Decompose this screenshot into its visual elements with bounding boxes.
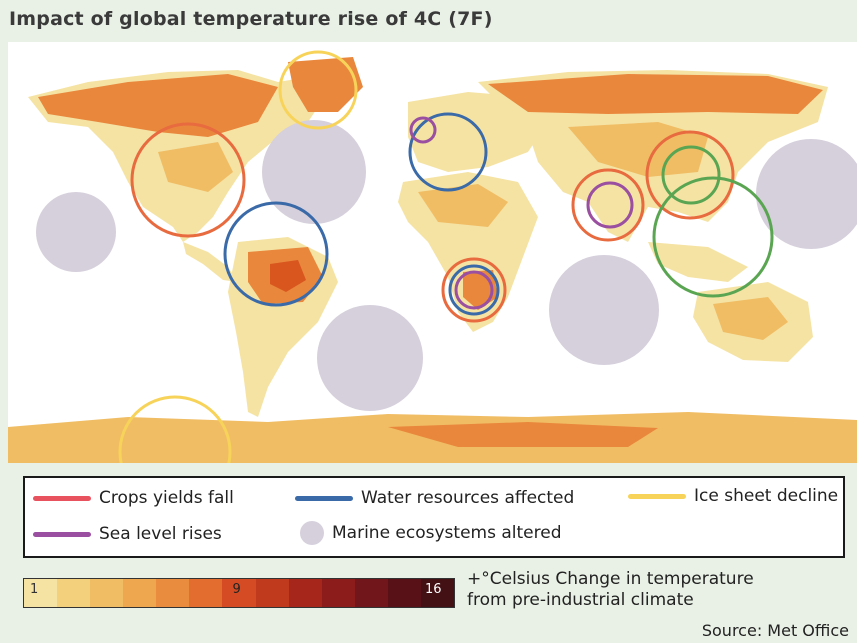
- legend-label: Marine ecosystems altered: [332, 523, 562, 543]
- marine-ecosystems-layer: [36, 120, 857, 411]
- greenland-land: [288, 57, 363, 112]
- asia-hot: [488, 74, 823, 114]
- marine-circle-atlantic-south: [317, 305, 423, 411]
- scale-swatch: 1: [24, 579, 58, 607]
- scale-min-label: 1: [30, 582, 39, 597]
- water-circle-africa: [448, 264, 500, 316]
- crops-circle-china-inner: [661, 145, 721, 205]
- crops-circle-china: [645, 130, 735, 220]
- australia-warm: [713, 297, 788, 340]
- scale-swatch: [123, 579, 157, 607]
- water-circle-south-america: [223, 201, 329, 307]
- legend-item-crops: Crops yields fall: [33, 488, 234, 508]
- sea-level-circle-africa: [454, 270, 494, 310]
- africa-warm: [418, 184, 508, 227]
- scale-swatch: 16: [420, 579, 455, 607]
- scale-swatch: [57, 579, 91, 607]
- north-america-hot: [158, 142, 233, 192]
- antarctica-hot: [388, 422, 658, 447]
- scale-mid-label: 9: [232, 582, 241, 597]
- scale-swatch: [255, 579, 289, 607]
- ice-sheet-circle-antarctica: [118, 395, 232, 463]
- marine-legend-dot: [300, 521, 324, 545]
- map-legend: Crops yields fall Water resources affect…: [23, 476, 845, 558]
- scale-max-label: 16: [424, 582, 442, 597]
- scale-swatch: [90, 579, 124, 607]
- crops-circle-india: [571, 168, 645, 242]
- scale-swatch: [354, 579, 388, 607]
- crops-circle-north-america: [130, 122, 246, 238]
- crops-circle-africa: [441, 257, 507, 323]
- sea-level-circle-india: [586, 181, 634, 229]
- impact-circles-layer: [118, 50, 774, 463]
- scale-caption-line2: from pre-industrial climate: [467, 590, 694, 610]
- south-america-hotter: [270, 260, 306, 292]
- marine-circle-indian: [549, 255, 659, 365]
- water-circle-europe: [408, 112, 488, 192]
- scale-swatch: [321, 579, 355, 607]
- map-title: Impact of global temperature rise of 4C …: [9, 8, 493, 30]
- marine-circle-pacific-east: [756, 139, 857, 249]
- scale-swatch: 9: [222, 579, 256, 607]
- legend-label: Sea level rises: [99, 524, 222, 544]
- southeast-asia-land: [648, 242, 748, 282]
- legend-item-water: Water resources affected: [295, 488, 574, 508]
- legend-item-marine: Marine ecosystems altered: [300, 521, 562, 545]
- north-america-warm: [38, 74, 278, 137]
- source-credit: Source: Met Office: [701, 621, 849, 640]
- land-layer: [8, 57, 857, 463]
- legend-item-sea-level: Sea level rises: [33, 524, 222, 544]
- sea-level-circle-europe: [409, 116, 437, 144]
- sea-level-legend-line: [33, 531, 91, 537]
- water-legend-line: [295, 495, 353, 501]
- legend-label: Crops yields fall: [99, 488, 234, 508]
- world-map: [8, 42, 857, 463]
- crops-legend-line: [33, 495, 91, 501]
- scale-swatch: [189, 579, 223, 607]
- scale-caption-line1: +°Celsius Change in temperature: [467, 569, 754, 589]
- legend-item-ice-sheet: Ice sheet decline: [628, 486, 838, 506]
- scale-swatch: [387, 579, 421, 607]
- scale-swatch: [156, 579, 190, 607]
- ice-sheet-circle-greenland: [278, 50, 358, 130]
- world-map-svg: [8, 50, 857, 463]
- marine-circle-atlantic-north: [262, 120, 366, 224]
- crops-circle-southeast-asia: [652, 176, 774, 298]
- scale-swatch: [288, 579, 322, 607]
- marine-circle-pacific-west: [36, 192, 116, 272]
- legend-label: Ice sheet decline: [694, 486, 839, 506]
- central-america-land: [183, 242, 238, 282]
- temperature-color-scale: 1 9 16: [23, 578, 455, 608]
- legend-label: Water resources affected: [361, 488, 575, 508]
- ice-sheet-legend-line: [628, 493, 686, 499]
- scale-caption: +°Celsius Change in temperature from pre…: [467, 569, 754, 611]
